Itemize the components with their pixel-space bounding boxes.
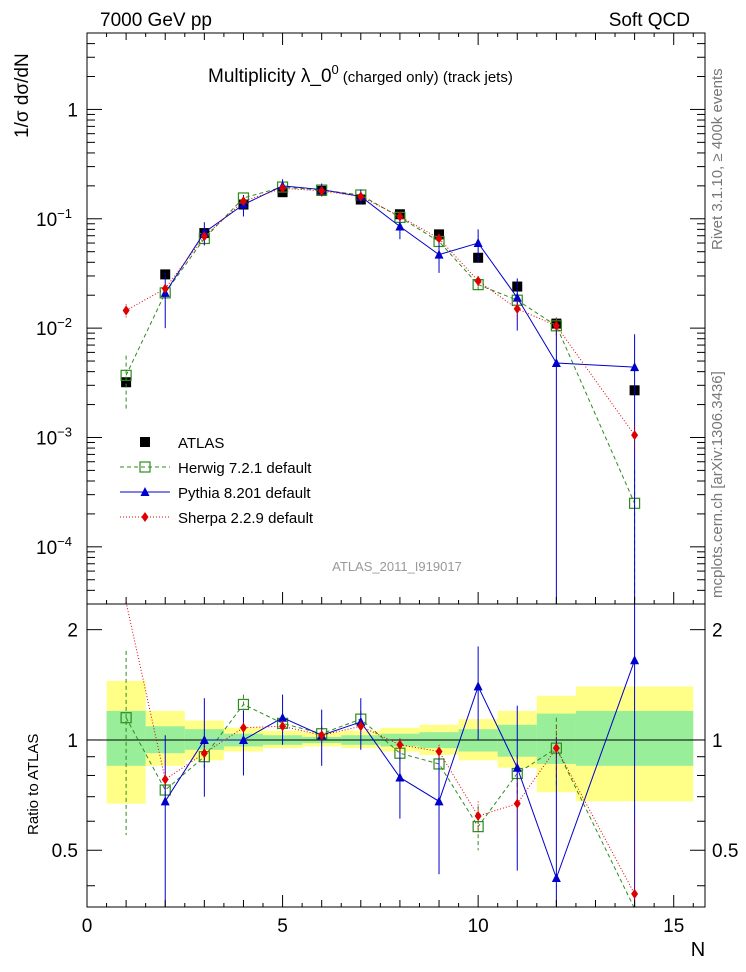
pythia-ratio-point bbox=[551, 872, 561, 882]
header-category-label: Soft QCD bbox=[609, 10, 690, 31]
legend-pythia-marker bbox=[140, 487, 150, 496]
sherpa-data-point bbox=[357, 191, 365, 202]
herwig-ratio-point bbox=[120, 712, 132, 724]
chart-title-superscript: 0 bbox=[332, 62, 339, 77]
ratio-plot-layer bbox=[87, 602, 705, 909]
sherpa-data-point bbox=[631, 430, 639, 441]
sherpa-ratio-point bbox=[396, 739, 404, 750]
sherpa-data-point bbox=[318, 185, 326, 196]
sherpa-data-point bbox=[279, 183, 287, 194]
sherpa-ratio-point bbox=[200, 748, 208, 759]
pythia-data-point bbox=[551, 357, 561, 367]
pythia-ratio-point bbox=[278, 712, 288, 722]
sherpa-data-point bbox=[122, 305, 130, 316]
y-tick-label-exponent: −3 bbox=[57, 424, 72, 439]
pythia-data-point bbox=[473, 238, 483, 248]
ratio-y-tick-label: 0.5 bbox=[52, 841, 78, 862]
legend-herwig-label: Herwig 7.2.1 default bbox=[178, 460, 312, 477]
legend-atlas-label: ATLAS bbox=[178, 435, 224, 452]
legend-pythia-label: Pythia 8.201 default bbox=[178, 485, 311, 502]
y-tick-label: 10−3 bbox=[36, 424, 72, 449]
y-tick-label: 10−4 bbox=[36, 534, 72, 559]
pythia-data-point bbox=[434, 249, 444, 259]
ratio-y-axis-label: Ratio to ATLAS bbox=[25, 734, 42, 835]
sherpa-ratio-point bbox=[279, 721, 287, 732]
herwig-data-point bbox=[120, 369, 132, 381]
x-axis-label: N bbox=[691, 939, 705, 961]
sherpa-data-point bbox=[513, 303, 521, 314]
ratio-y-tick-label-right: 1 bbox=[712, 731, 723, 752]
x-tick-label: 0 bbox=[82, 916, 93, 937]
header-energy-label: 7000 GeV pp bbox=[100, 10, 212, 31]
herwig-ratio-point bbox=[237, 698, 250, 711]
sherpa-ratio-point bbox=[474, 811, 482, 822]
sherpa-ratio-point bbox=[318, 730, 326, 741]
sherpa-data-point bbox=[474, 275, 482, 286]
ratio-y-tick-label: 2 bbox=[67, 621, 78, 642]
atlas-data-point bbox=[121, 377, 132, 388]
y-tick-label-exponent: −1 bbox=[57, 206, 72, 221]
sherpa-ratio-point bbox=[239, 722, 247, 733]
y-tick-label-base: 10 bbox=[36, 538, 57, 559]
ratio-y-tick-label-right: 2 bbox=[712, 621, 723, 642]
sherpa-ratio-point bbox=[161, 774, 169, 785]
y-tick-label-base: 10 bbox=[36, 428, 57, 449]
pythia-ratio-point bbox=[473, 681, 483, 691]
legend-sherpa-label: Sherpa 2.2.9 default bbox=[178, 510, 314, 527]
ratio-y-tick-label-right: 0.5 bbox=[712, 841, 738, 862]
x-tick-label: 15 bbox=[663, 916, 684, 937]
pythia-ratio-line bbox=[164, 660, 636, 880]
analysis-watermark: ATLAS_2011_I919017 bbox=[332, 559, 462, 574]
rivet-info-label: Rivet 3.1.10, ≥ 400k events bbox=[709, 68, 726, 250]
sherpa-ratio-point bbox=[513, 798, 521, 809]
pythia-ratio-point bbox=[238, 734, 248, 744]
pythia-ratio-point bbox=[512, 762, 522, 772]
ratio-plot-frame bbox=[86, 603, 706, 908]
sherpa-ratio-point bbox=[552, 743, 560, 754]
y-tick-label-base: 10 bbox=[36, 210, 57, 231]
pythia-data-point bbox=[512, 292, 522, 302]
sherpa-data-point bbox=[552, 320, 560, 331]
main-plot-layer bbox=[120, 179, 641, 604]
ratio-y-tick-label: 1 bbox=[67, 731, 78, 752]
x-tick-label: 5 bbox=[277, 916, 288, 937]
sherpa-data-point bbox=[396, 211, 404, 222]
pythia-series-line bbox=[164, 185, 635, 368]
legend: ATLAS Herwig 7.2.1 default Pythia 8.201 de… bbox=[120, 435, 314, 527]
pythia-ratio-point bbox=[434, 796, 444, 806]
chart-title-main: Multiplicity λ_0 bbox=[208, 66, 332, 87]
y-tick-label-exponent: −4 bbox=[57, 534, 72, 549]
y-axis-label: 1/σ dσ/dN bbox=[12, 53, 33, 138]
sherpa-data-point bbox=[161, 283, 169, 294]
legend-sherpa-marker bbox=[141, 512, 149, 522]
pythia-ratio-point bbox=[395, 772, 405, 782]
pythia-ratio-point bbox=[199, 734, 209, 744]
sherpa-ratio-point bbox=[435, 746, 443, 757]
mcplots-info-label: mcplots.cern.ch [arXiv:1306.3436] bbox=[709, 371, 726, 598]
sherpa-data-point bbox=[239, 196, 247, 207]
chart-title: Multiplicity λ_00 (charged only) (track j… bbox=[208, 62, 513, 87]
sherpa-data-point bbox=[435, 233, 443, 244]
x-tick-label: 10 bbox=[468, 916, 489, 937]
pythia-data-point bbox=[630, 362, 640, 372]
sherpa-ratio-point bbox=[631, 888, 639, 899]
sherpa-data-point bbox=[200, 231, 208, 242]
pythia-ratio-point bbox=[160, 796, 170, 806]
y-tick-label: 10−2 bbox=[36, 315, 72, 340]
y-tick-label: 1 bbox=[67, 100, 78, 121]
pythia-data-point bbox=[395, 221, 405, 231]
y-tick-label-exponent: −2 bbox=[57, 315, 72, 330]
sherpa-ratio-point bbox=[357, 721, 365, 732]
legend-atlas-marker bbox=[140, 437, 150, 447]
y-tick-label-base: 10 bbox=[36, 319, 57, 340]
y-tick-label: 10−1 bbox=[36, 206, 72, 231]
legend-herwig-marker bbox=[139, 461, 151, 473]
chart-title-rest: (charged only) (track jets) bbox=[343, 69, 513, 86]
pythia-ratio-point bbox=[630, 655, 640, 665]
